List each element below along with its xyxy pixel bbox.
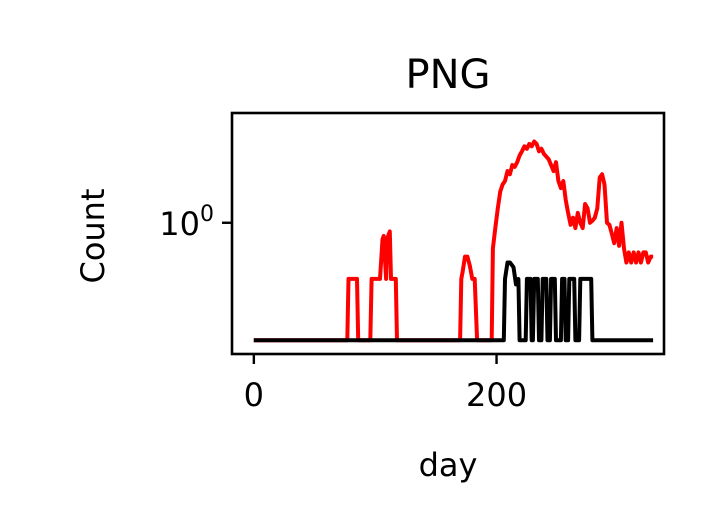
chart-title: PNG <box>405 52 490 98</box>
x-tick-label: 200 <box>466 376 527 414</box>
y-axis-label: Count <box>74 188 112 283</box>
x-tick-label: 0 <box>244 376 264 414</box>
series-line-2 <box>253 260 654 343</box>
y-tick-label: 100 <box>159 202 214 243</box>
x-axis-label: day <box>419 446 478 484</box>
plot-frame <box>230 111 666 356</box>
x-axis: 0 200 <box>244 354 527 414</box>
y-axis: 100 <box>159 202 232 243</box>
series-layer <box>253 139 654 343</box>
